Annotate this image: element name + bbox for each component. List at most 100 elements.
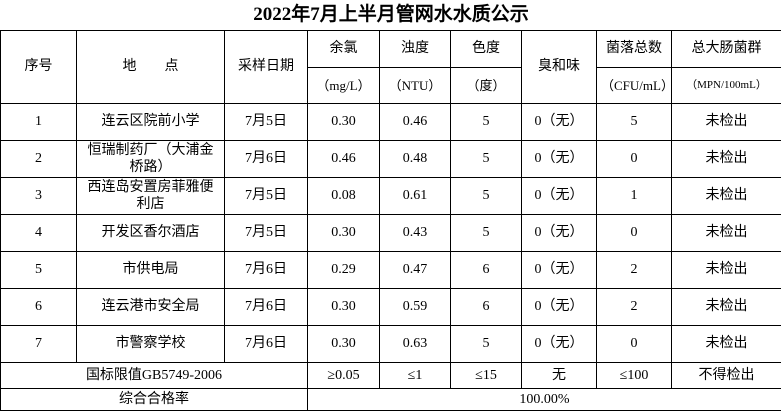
table-cell: 未检出 <box>670 213 781 252</box>
table-cell: 5 <box>450 324 522 363</box>
table-cell: 2 <box>0 139 77 178</box>
table-cell: 0.30 <box>307 287 380 326</box>
column-header: 地 点 <box>76 29 225 104</box>
column-unit: （CFU/mL） <box>596 66 672 104</box>
column-unit: （mg/L） <box>307 66 380 104</box>
table-cell: 未检出 <box>670 139 781 178</box>
table-cell: 连云港市安全局 <box>76 287 225 326</box>
table-cell: 5 <box>450 139 522 178</box>
table-cell: 6 <box>450 287 522 326</box>
table-cell: 6 <box>450 250 522 289</box>
table-cell: 未检出 <box>670 324 781 363</box>
table-cell: 0.46 <box>307 139 380 178</box>
table-cell: 西连岛安置房菲雅便利店 <box>76 176 225 215</box>
column-header: 总大肠菌群 <box>670 29 781 68</box>
table-cell: 0 <box>596 139 672 178</box>
table-cell: 7月6日 <box>224 287 308 326</box>
column-unit: （MPN/100mL） <box>670 66 781 104</box>
table-cell: 7月6日 <box>224 250 308 289</box>
table-row: 3 西连岛安置房菲雅便利店 7月5日 0.08 0.61 5 0（无） 1 未检出 <box>0 176 781 215</box>
table-row: 1 连云区院前小学 7月5日 0.30 0.46 5 0（无） 5 未检出 <box>0 102 781 141</box>
table-cell: 0.30 <box>307 102 380 141</box>
table-cell: 0 <box>596 213 672 252</box>
column-header: 采样日期 <box>224 29 308 104</box>
pass-rate-value: 100.00% <box>306 387 781 411</box>
table-cell: 0.08 <box>307 176 380 215</box>
table-cell: 0（无） <box>521 102 597 141</box>
table-cell: 5 <box>596 102 672 141</box>
table-cell: 6 <box>0 287 77 326</box>
column-header: 菌落总数 <box>596 29 672 68</box>
table-row: 6 连云港市安全局 7月6日 0.30 0.59 6 0（无） 2 未检出 <box>0 287 781 326</box>
table-row: 国标限值GB5749-2006 ≥0.05 ≤1 ≤15 无 ≤100 不得检出 <box>0 361 781 389</box>
table-cell: 2 <box>596 287 672 326</box>
table-cell: 1 <box>0 102 77 141</box>
limit-value: ≤100 <box>596 361 672 389</box>
column-header: 浊度 <box>379 29 451 68</box>
table-row: 2 恒瑞制药厂（大浦金桥路） 7月6日 0.46 0.48 5 0（无） 0 未检出 <box>0 139 781 178</box>
table-cell: 市供电局 <box>76 250 225 289</box>
table-cell: 市警察学校 <box>76 324 225 363</box>
table-cell: 5 <box>450 213 522 252</box>
table-row: 综合合格率 100.00% <box>0 387 781 411</box>
table-cell: 0（无） <box>521 139 597 178</box>
table-cell: 5 <box>0 250 77 289</box>
table-cell: 0.48 <box>379 139 451 178</box>
table-cell: 2 <box>596 250 672 289</box>
table-cell: 未检出 <box>670 176 781 215</box>
table-cell: 未检出 <box>670 287 781 326</box>
pass-rate-label: 综合合格率 <box>0 387 308 411</box>
table-title: 2022年7月上半月管网水水质公示 <box>0 0 781 31</box>
table-cell: 开发区香尔酒店 <box>76 213 225 252</box>
table-cell: 未检出 <box>670 102 781 141</box>
table-row: 5 市供电局 7月6日 0.29 0.47 6 0（无） 2 未检出 <box>0 250 781 289</box>
table-cell: 0.30 <box>307 213 380 252</box>
table-row: 7 市警察学校 7月6日 0.30 0.63 5 0（无） 0 未检出 <box>0 324 781 363</box>
table-cell: 0（无） <box>521 287 597 326</box>
table-cell: 0.30 <box>307 324 380 363</box>
table-cell: 7月6日 <box>224 324 308 363</box>
column-unit: （NTU） <box>379 66 451 104</box>
table-row: （mg/L） （NTU） （度） （CFU/mL） （MPN/100mL） <box>1 66 781 104</box>
column-header: 余氯 <box>307 29 380 68</box>
limit-value: ≤15 <box>450 361 522 389</box>
limit-value: 无 <box>521 361 597 389</box>
table-cell: 0.43 <box>379 213 451 252</box>
table-cell: 0（无） <box>521 324 597 363</box>
table-cell: 0.59 <box>379 287 451 326</box>
column-header: 序号 <box>0 29 77 104</box>
table-row: 2022年7月上半月管网水水质公示 <box>0 0 781 31</box>
table-cell: 7 <box>0 324 77 363</box>
table-cell: 5 <box>450 102 522 141</box>
table-cell: 7月5日 <box>224 213 308 252</box>
limit-value: ≤1 <box>379 361 451 389</box>
table-cell: 恒瑞制药厂（大浦金桥路） <box>76 139 225 178</box>
table-cell: 0（无） <box>521 176 597 215</box>
table-cell: 0.63 <box>379 324 451 363</box>
table-cell: 0.47 <box>379 250 451 289</box>
table-cell: 0.46 <box>379 102 451 141</box>
table-cell: 0.61 <box>379 176 451 215</box>
table-row: 4 开发区香尔酒店 7月5日 0.30 0.43 5 0（无） 0 未检出 <box>0 213 781 252</box>
table-row: 序号地 点采样日期 余氯 浊度 色度 臭和味 菌落总数 总大肠菌群 <box>0 29 781 104</box>
column-header: 色度 <box>450 29 522 68</box>
table-cell: 3 <box>0 176 77 215</box>
table-cell: 7月5日 <box>224 176 308 215</box>
table-cell: 0.29 <box>307 250 380 289</box>
table-cell: 7月6日 <box>224 139 308 178</box>
table-cell: 连云区院前小学 <box>76 102 225 141</box>
table-cell: 1 <box>596 176 672 215</box>
limit-value: ≥0.05 <box>307 361 380 389</box>
column-header: 臭和味 <box>521 29 597 104</box>
table-cell: 5 <box>450 176 522 215</box>
column-unit: （度） <box>450 66 522 104</box>
table-cell: 未检出 <box>670 250 781 289</box>
table-cell: 7月5日 <box>224 102 308 141</box>
table-cell: 0 <box>596 324 672 363</box>
table-cell: 0（无） <box>521 250 597 289</box>
limit-label: 国标限值GB5749-2006 <box>0 361 308 389</box>
table-cell: 4 <box>0 213 77 252</box>
limit-value: 不得检出 <box>670 361 781 389</box>
